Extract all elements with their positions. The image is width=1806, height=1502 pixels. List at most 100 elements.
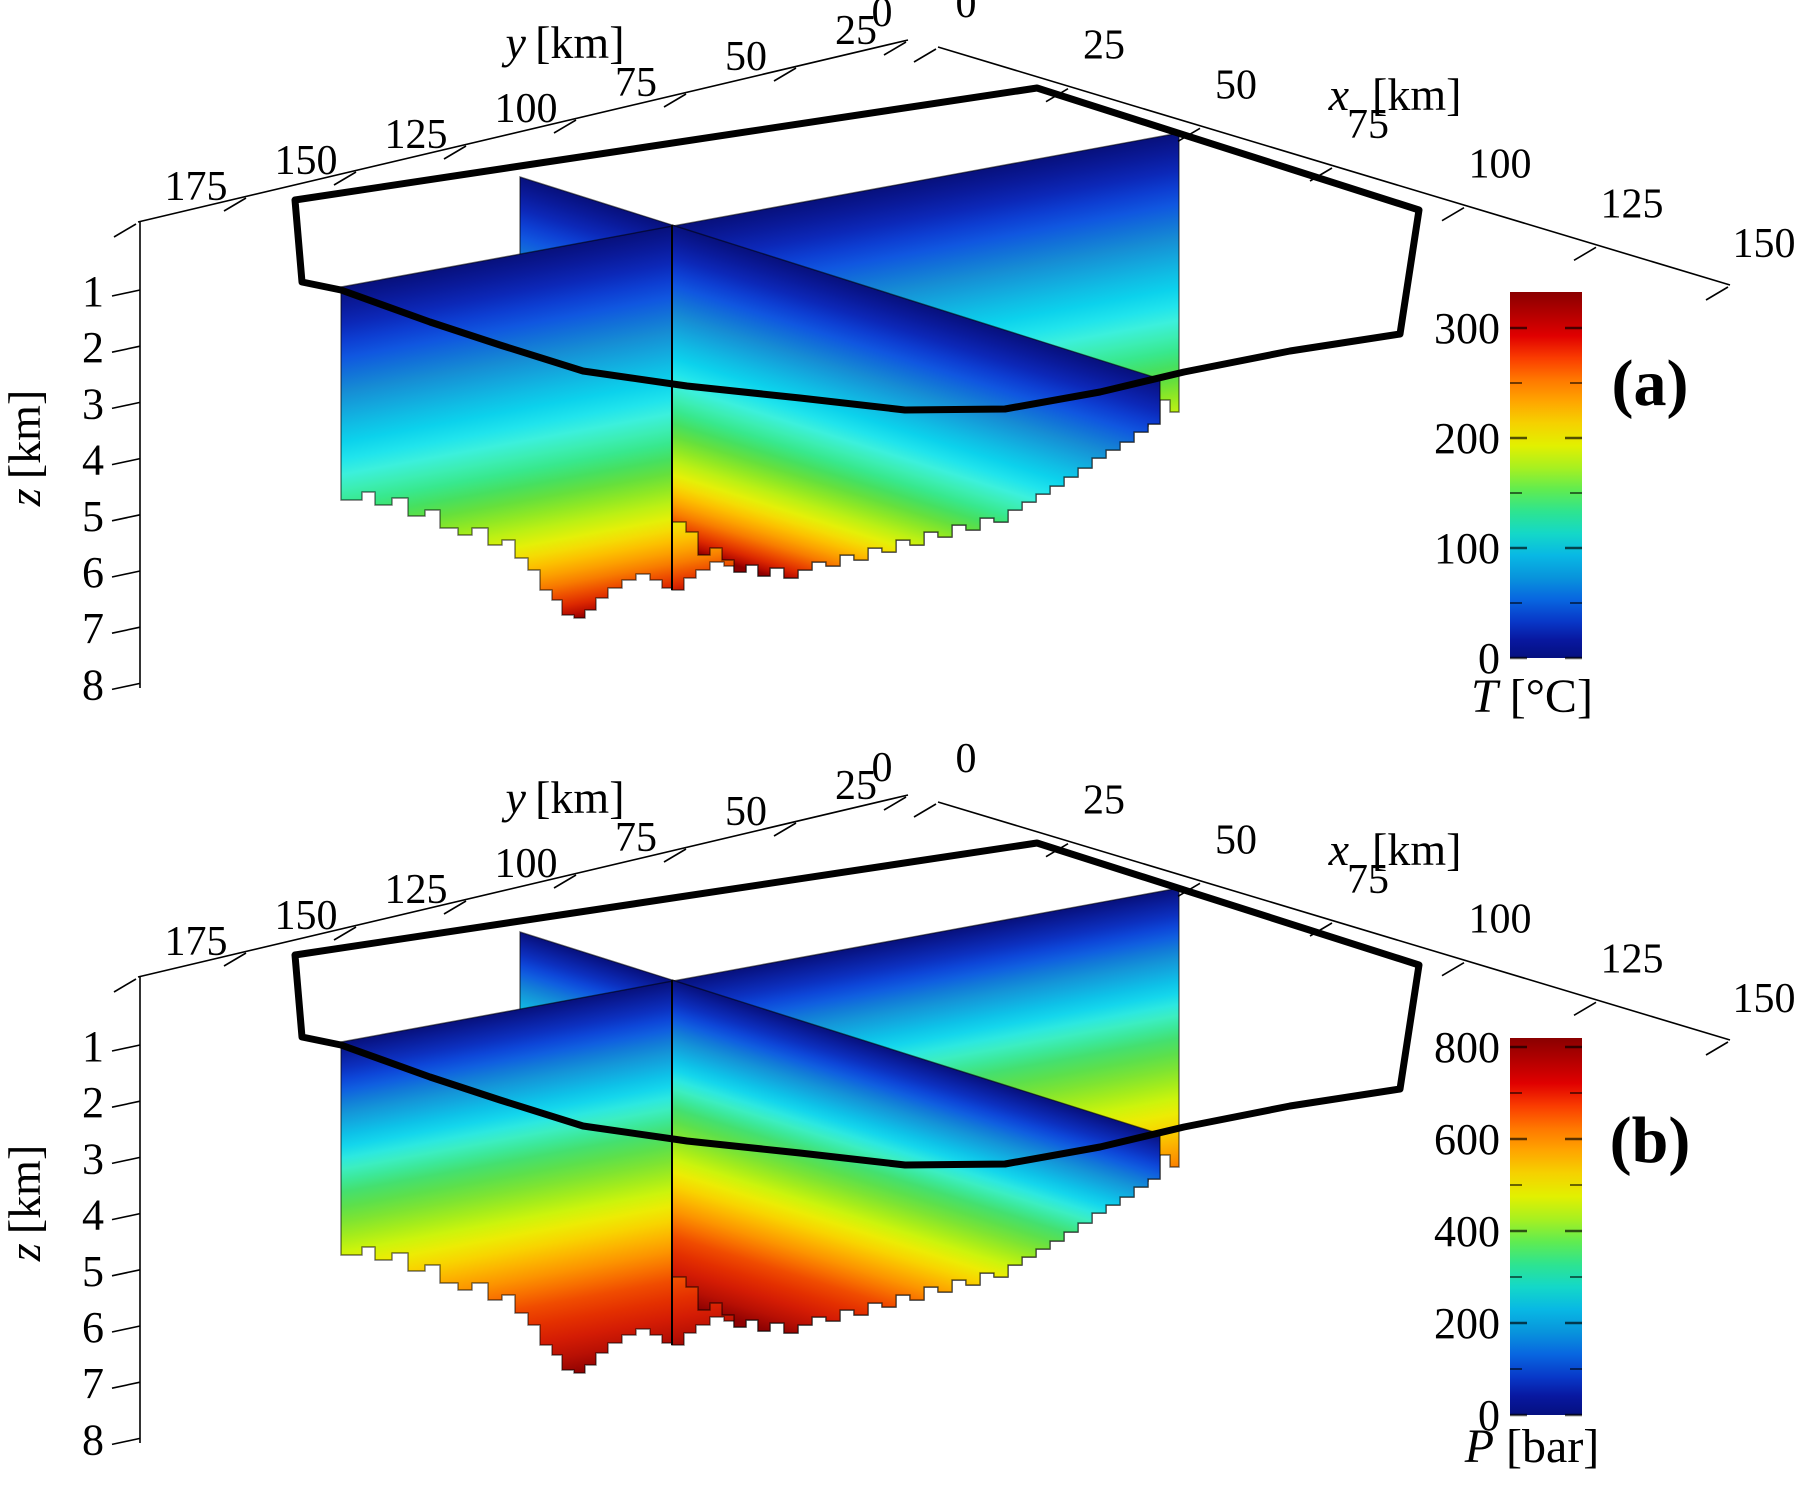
y-axis-tick-label: 25 — [835, 763, 877, 809]
x-axis-tick-label: 150 — [1733, 221, 1796, 267]
y-axis-line — [137, 39, 909, 223]
z-axis-tick-label: 5 — [82, 492, 104, 541]
z-axis-tick — [111, 1044, 141, 1052]
x-axis-tick — [1705, 286, 1729, 301]
z-axis-tick — [111, 570, 141, 578]
colorbar-tick-label: 200 — [1434, 1299, 1500, 1348]
y-axis-tick — [773, 67, 797, 82]
x-axis-tick-label: 25 — [1083, 23, 1125, 69]
fence-slice-along-x-front — [672, 224, 1161, 579]
x-axis-tick — [1045, 87, 1069, 103]
colorbar-tick-label: 200 — [1434, 414, 1500, 463]
colorbar-gradient — [1510, 292, 1582, 658]
z-axis-tick — [111, 514, 141, 522]
z-axis-tick-label: 2 — [82, 323, 104, 372]
y-axis-tick-label: 175 — [165, 919, 228, 965]
x-axis-tick-label: 100 — [1469, 897, 1532, 943]
y-axis-tick — [223, 952, 247, 967]
y-axis-title: y [km] — [501, 17, 624, 68]
z-axis-tick — [111, 457, 141, 466]
z-axis-tick — [111, 1156, 141, 1165]
x-axis-tick-label: 75 — [1347, 857, 1389, 903]
colorbar-gradient — [1510, 1038, 1582, 1415]
y-axis-line — [137, 794, 909, 978]
x-axis-tick-label: 75 — [1347, 102, 1389, 148]
z-axis-title: z [km] — [0, 390, 50, 508]
z-axis-tick-label: 2 — [82, 1078, 104, 1127]
z-axis-tick — [111, 1212, 141, 1221]
colorbar-tick-label: 100 — [1434, 524, 1500, 573]
x-axis-tick — [1045, 842, 1069, 858]
z-axis-tick — [111, 401, 141, 410]
x-axis-title: x [km] — [1328, 69, 1462, 120]
x-axis-title: x [km] — [1328, 824, 1462, 875]
x-axis-tick — [1705, 1041, 1729, 1056]
y-axis-tick-label: 0 — [872, 0, 893, 36]
x-axis-line — [937, 801, 1731, 1041]
y-axis-tick-label: 50 — [725, 789, 767, 835]
colorbar-tick-label: 800 — [1434, 1023, 1500, 1072]
x-axis-tick — [913, 48, 937, 63]
y-axis-tick — [883, 796, 907, 811]
model-domain-boundary — [291, 84, 1423, 414]
y-axis-tick — [443, 145, 467, 160]
z-axis-tick-label: 1 — [82, 267, 104, 316]
x-axis-line — [937, 46, 1731, 286]
panel-letter-label: (a) — [1612, 347, 1689, 420]
y-axis-tick-label: 75 — [615, 815, 657, 861]
z-axis-tick-label: 4 — [82, 1191, 104, 1240]
x-axis-tick — [1573, 246, 1597, 262]
z-axis-tick-label: 7 — [82, 1359, 104, 1408]
colorbar-unit-label: P [bar] — [1464, 1420, 1600, 1473]
y-axis-tick-label: 100 — [495, 841, 558, 887]
y-axis-tick — [553, 119, 577, 134]
y-axis-tick — [113, 978, 137, 993]
x-axis-tick — [1309, 922, 1333, 937]
y-axis-tick-label: 25 — [835, 8, 877, 54]
y-axis-tick-label: 50 — [725, 34, 767, 80]
x-axis-tick — [1441, 206, 1465, 222]
model-domain-boundary — [291, 839, 1423, 1169]
y-axis-tick — [223, 197, 247, 212]
y-axis-tick — [663, 848, 687, 863]
fence-slice-along-x-front-face — [672, 224, 1161, 579]
z-axis-tick-label: 8 — [82, 1415, 104, 1464]
colorbar-tick-label: 300 — [1434, 304, 1500, 353]
y-axis-tick — [333, 171, 357, 186]
colorbar-tick-label: 600 — [1434, 1115, 1500, 1164]
z-axis-tick — [111, 1325, 141, 1333]
colorbar-temperature: 0 100 200 300 T [°C] (a) — [1434, 292, 1688, 723]
y-axis-tick-label: 175 — [165, 164, 228, 210]
fence-slice-along-x-front — [672, 979, 1161, 1334]
y-axis-tick — [663, 93, 687, 108]
z-axis-tick-label: 1 — [82, 1022, 104, 1071]
x-axis-tick-label: 50 — [1215, 817, 1257, 863]
y-axis-tick-label: 0 — [872, 745, 893, 791]
x-axis-tick-label: 25 — [1083, 778, 1125, 824]
z-axis-tick — [111, 289, 141, 297]
z-axis-tick-label: 7 — [82, 604, 104, 653]
y-axis-tick — [883, 41, 907, 56]
colorbar-pressure: 0 200 400 600 800 P [bar] (b) — [1434, 1023, 1690, 1473]
y-axis-title: y [km] — [501, 772, 624, 823]
y-axis-tick-label: 150 — [275, 893, 338, 939]
x-axis-tick-label: 150 — [1733, 976, 1796, 1022]
z-axis-tick — [111, 1269, 141, 1277]
colorbar-tick-label: 400 — [1434, 1207, 1500, 1256]
y-axis-tick-label: 125 — [385, 867, 448, 913]
x-axis-tick-label: 50 — [1215, 62, 1257, 108]
x-axis-tick-label: 125 — [1601, 181, 1664, 227]
z-axis-tick-label: 3 — [82, 379, 104, 428]
z-axis-tick — [111, 1381, 141, 1389]
y-axis-tick-label: 125 — [385, 112, 448, 158]
x-axis-tick-label: 100 — [1469, 142, 1532, 188]
z-axis-tick — [111, 626, 141, 634]
x-axis-tick — [1177, 882, 1201, 898]
z-axis-tick — [111, 1100, 141, 1108]
y-axis-tick — [333, 926, 357, 941]
